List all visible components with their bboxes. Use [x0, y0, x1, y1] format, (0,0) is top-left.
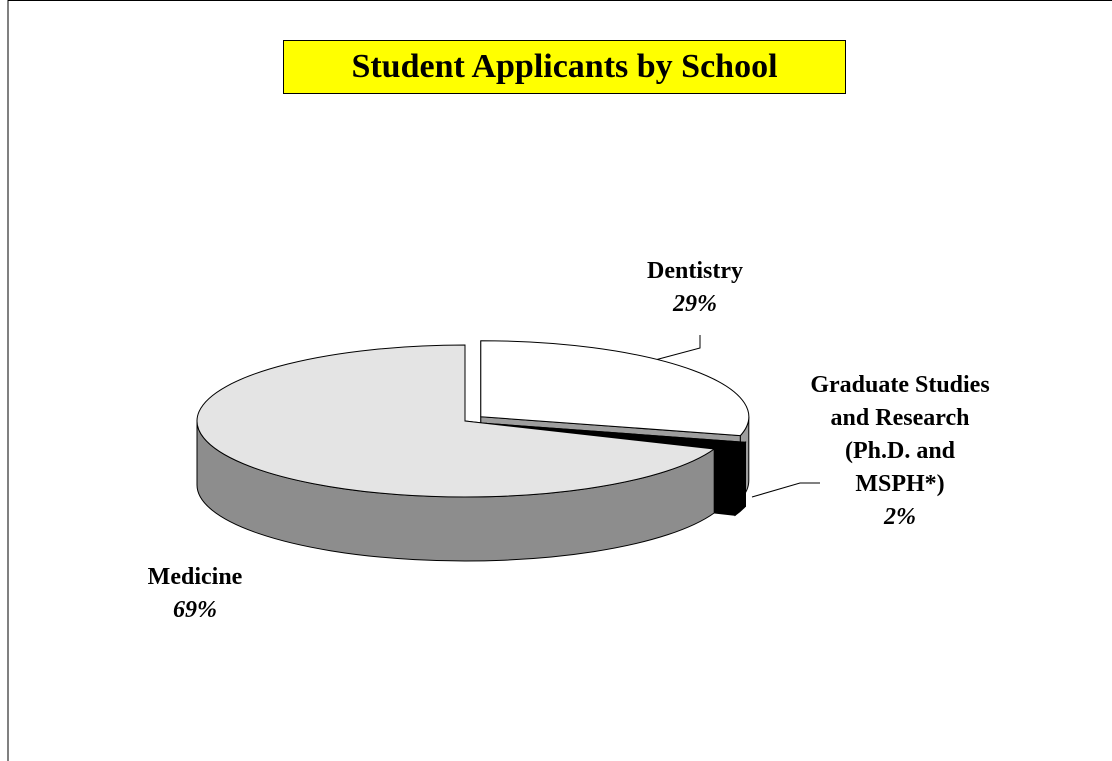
category-label: Graduate Studies and Research (Ph.D. and…: [810, 372, 990, 497]
category-label: Medicine: [147, 564, 243, 590]
leader-line: [654, 335, 701, 361]
slice-wall: [734, 440, 746, 517]
slice-label: Medicine 69%: [110, 561, 280, 627]
category-label: Dentistry: [647, 258, 743, 284]
slice-label: Dentistry 29%: [610, 255, 780, 321]
slice: [196, 344, 716, 498]
chart-title: Student Applicants by School: [283, 40, 846, 94]
value-label: 29%: [673, 291, 717, 317]
value-label: 69%: [173, 597, 217, 623]
pie: [196, 340, 750, 562]
leader-line: [751, 482, 820, 498]
slice-label: Graduate Studies and Research (Ph.D. and…: [800, 369, 1000, 534]
slice: [480, 340, 750, 437]
value-label: 2%: [884, 504, 916, 530]
